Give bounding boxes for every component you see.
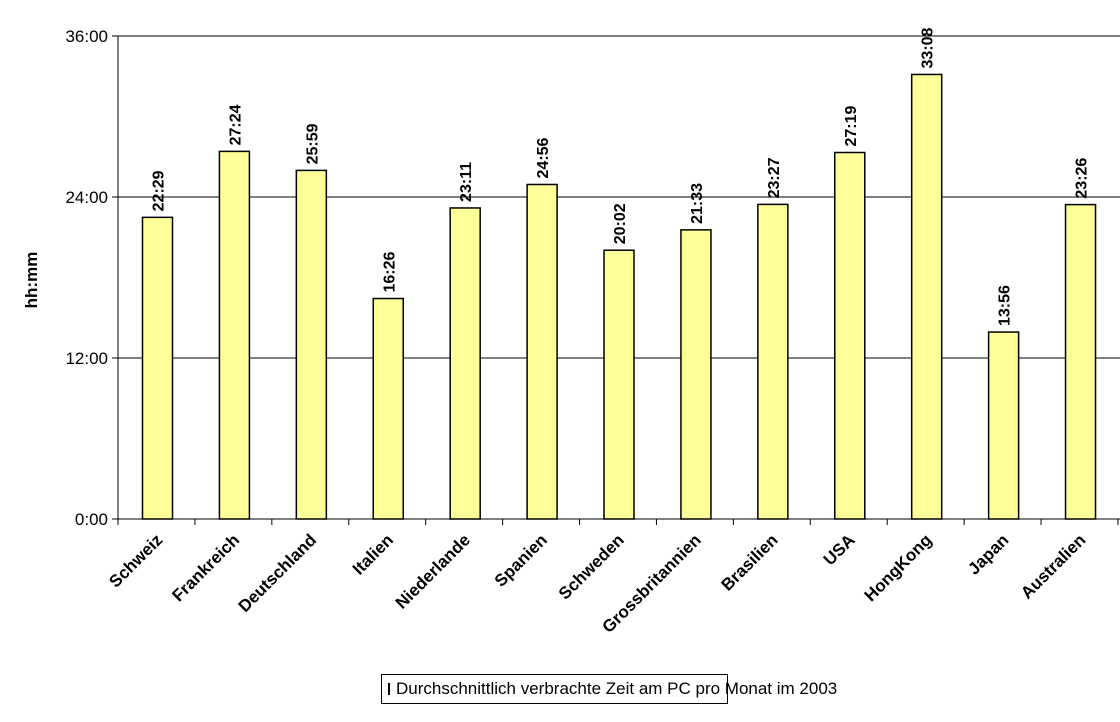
data-label: 16:26	[381, 251, 398, 292]
category-label: Japan	[964, 530, 1012, 578]
bars	[141, 73, 1097, 520]
category-label: Spanien	[491, 530, 551, 590]
category-label: Brasilien	[717, 530, 781, 594]
bar-deutschland	[295, 169, 328, 520]
data-label: 24:56	[535, 137, 552, 178]
axes	[112, 35, 1120, 525]
category-label: HongKong	[861, 530, 936, 605]
data-label: 20:02	[612, 203, 629, 244]
legend-swatch	[388, 683, 390, 695]
bar-australien	[1064, 203, 1097, 520]
bar-brasilien	[757, 203, 789, 520]
data-label: 25:59	[304, 123, 321, 164]
y-axis-title: hh:mm	[22, 252, 41, 309]
y-tick-label: 36:00	[65, 27, 108, 46]
bar-grossbritannien	[680, 229, 712, 520]
category-label: Australien	[1017, 530, 1089, 602]
data-label: 33:08	[920, 27, 937, 68]
data-label: 23:27	[766, 157, 783, 198]
legend: Durchschnittlich verbrachte Zeit am PC p…	[381, 674, 837, 704]
category-label: Schweiz	[105, 530, 166, 591]
data-label: 23:26	[1074, 158, 1091, 199]
y-tick-label: 0:00	[75, 510, 108, 529]
category-label: Frankreich	[168, 530, 243, 605]
data-label: 27:24	[227, 104, 244, 145]
data-label: 22:29	[151, 170, 168, 211]
bar-japan	[987, 331, 1020, 520]
bar-hongkong	[910, 73, 943, 520]
bar-schweden	[603, 249, 635, 520]
category-label: Deutschland	[235, 530, 321, 616]
bar-spanien	[526, 183, 558, 520]
bar-frankreich	[218, 150, 251, 520]
data-label: 13:56	[997, 285, 1014, 326]
bar-niederlande	[449, 207, 481, 520]
bar-schweiz	[141, 216, 174, 520]
bar-usa	[834, 151, 866, 520]
y-tick-label: 12:00	[65, 349, 108, 368]
category-label: USA	[820, 530, 859, 569]
category-label: Schweden	[555, 530, 628, 603]
data-label: 23:11	[458, 162, 475, 202]
category-label: Niederlande	[392, 530, 474, 612]
data-label: 27:19	[843, 105, 860, 146]
category-label: Italien	[349, 530, 397, 578]
y-tick-label: 24:00	[65, 188, 108, 207]
data-label: 21:33	[689, 183, 706, 224]
legend-label: Durchschnittlich verbrachte Zeit am PC p…	[396, 679, 838, 698]
bar-italien	[372, 297, 405, 520]
